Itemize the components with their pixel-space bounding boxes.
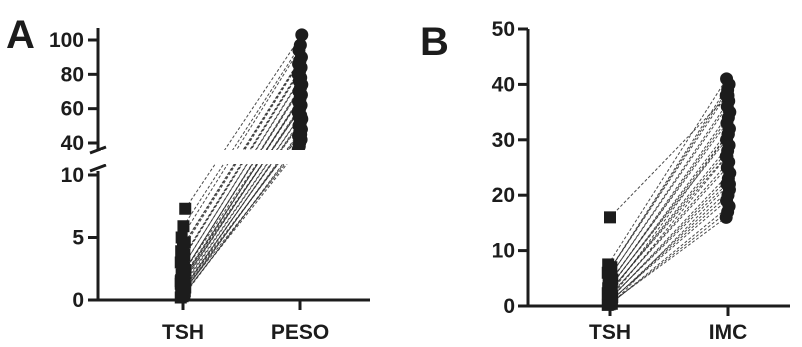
panel-b-pair-line xyxy=(611,172,731,298)
panel-b-imc-point xyxy=(721,127,735,141)
panel-b-pair-line xyxy=(610,100,730,276)
panel-b-pair-line xyxy=(610,117,729,282)
panel-a-pair-line xyxy=(183,87,301,273)
panel-b-pair-line xyxy=(610,178,729,299)
panel-a-tsh-point xyxy=(177,220,190,233)
panel-b-pair-line xyxy=(608,156,728,301)
panel-a-points xyxy=(174,28,309,304)
panel-a-y-tick-label: 10 xyxy=(61,164,84,187)
panel-b-points xyxy=(601,72,737,311)
panel-a-axes: 0 5 10 40 60 80 100 xyxy=(49,28,370,312)
panel-a-y-tick-label: 40 xyxy=(61,132,84,155)
panel-b-category-label-tsh: TSH xyxy=(589,321,631,344)
panel-b-y-tick-label: 50 xyxy=(492,18,515,41)
panel-a-tsh-point xyxy=(179,202,192,215)
panel-b-pair-line xyxy=(608,106,728,278)
panel-a-y-tick-label: 100 xyxy=(49,29,84,52)
panel-b-tsh-point xyxy=(604,287,617,300)
panel-a: A 0 5 10 40 60 80 100 TSH PESO xyxy=(6,13,371,344)
panel-a-pair-line xyxy=(180,111,299,282)
panel-a-pair-lines xyxy=(180,34,303,298)
panel-a-tsh-point xyxy=(175,231,188,244)
panel-b-pair-line xyxy=(611,205,730,304)
panel-b-imc-point xyxy=(720,149,734,163)
panel-a-peso-point xyxy=(295,28,309,42)
panel-b-y-tick-label: 30 xyxy=(492,129,515,152)
panel-a-peso-point xyxy=(293,93,307,107)
panel-a-pair-line xyxy=(180,149,299,298)
panel-b-y-tick-label: 20 xyxy=(492,184,515,207)
panel-b-axes: 0 10 20 30 40 50 xyxy=(492,18,790,318)
panel-a-tsh-point xyxy=(176,267,189,280)
panel-a-pair-line xyxy=(183,77,302,266)
panel-b-y-tick-label: 0 xyxy=(503,295,515,318)
panel-a-y-tick-label: 60 xyxy=(61,98,84,121)
panel-a-pair-line xyxy=(184,56,302,243)
panel-a-y-tick-label: 0 xyxy=(72,289,84,312)
panel-b-pair-line xyxy=(611,128,730,286)
panel-b-pair-line xyxy=(610,133,729,295)
panel-a-break-band xyxy=(101,150,371,164)
panel-a-peso-point xyxy=(292,139,306,153)
panel-a-pair-line xyxy=(183,122,301,290)
panel-b-pair-line xyxy=(610,145,730,291)
panel-a-y-tick-label: 80 xyxy=(61,63,84,86)
panel-b-pair-line xyxy=(609,89,729,271)
panel-b-pair-line xyxy=(609,95,729,218)
panel-b-pair-line xyxy=(608,122,728,284)
panel-a-peso-point xyxy=(293,38,307,52)
panel-b-imc-point xyxy=(722,177,736,191)
panel-b-y-tick-label: 10 xyxy=(492,240,515,263)
panel-a-pair-line xyxy=(181,146,300,293)
panel-b-tsh-point xyxy=(602,258,615,271)
panel-a-category-label-peso: PESO xyxy=(271,321,329,344)
panel-a-letter: A xyxy=(6,13,35,57)
panel-a-pair-line xyxy=(183,104,302,282)
panel-b-pair-line xyxy=(611,183,730,305)
panel-a-peso-point xyxy=(291,105,305,119)
panel-b-pair-line xyxy=(607,216,727,306)
panel-a-pair-line xyxy=(184,84,303,271)
panel-b-pair-line xyxy=(609,194,729,302)
panel-b-letter: B xyxy=(420,20,449,64)
panel-a-peso-point xyxy=(294,127,308,141)
panel-b-imc-point xyxy=(720,72,734,86)
panel-b-pair-lines xyxy=(607,78,731,306)
panel-a-pair-line xyxy=(181,50,300,238)
panel-a-axis-break-mark xyxy=(89,163,107,173)
panel-a-pair-line xyxy=(183,115,302,286)
panel-b: B 0 10 20 30 40 50 TSH IMC xyxy=(420,18,790,344)
panel-b-pair-line xyxy=(609,133,729,287)
panel-a-pair-line xyxy=(183,44,301,227)
panel-a-pair-line xyxy=(184,118,303,288)
panel-b-pair-line xyxy=(611,189,730,301)
panel-b-imc-point xyxy=(721,88,735,102)
panel-b-tsh-point xyxy=(604,211,616,224)
panel-b-pair-line xyxy=(607,78,727,265)
panel-b-pair-line xyxy=(608,167,728,297)
panel-b-y-tick-label: 40 xyxy=(492,73,515,96)
panel-a-category-label-tsh: TSH xyxy=(162,321,204,344)
panel-a-axis-break-mark xyxy=(89,145,107,155)
panel-b-category-label-imc: IMC xyxy=(709,321,748,344)
panel-a-y-tick-label: 5 xyxy=(72,227,84,250)
panel-b-pair-line xyxy=(611,111,731,280)
